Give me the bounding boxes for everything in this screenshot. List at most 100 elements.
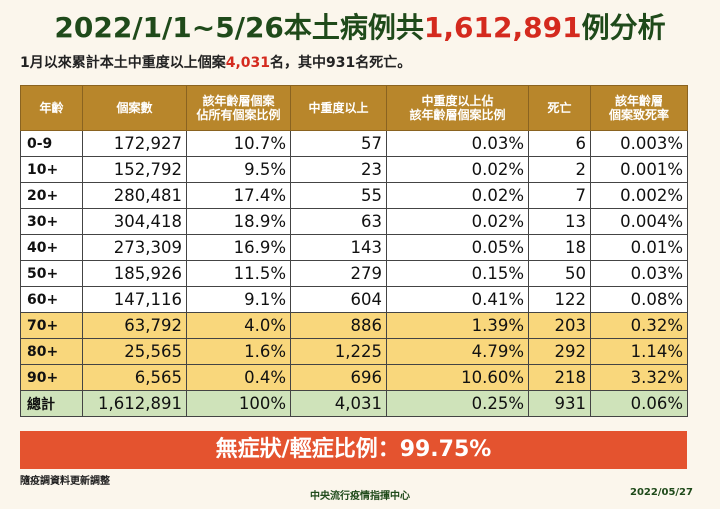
subtitle-highlight: 4,031 [225,55,271,71]
cases-cell: 6,565 [82,364,187,391]
severe-share-cell: 0.02% [386,156,529,183]
age-cell: 50+ [20,260,83,287]
table-row: 60+ 147,116 9.1% 604 0.41% 122 0.08% [20,286,688,313]
column-header: 個案數 [82,85,187,131]
age-cell: 20+ [20,182,83,209]
deaths-cell: 13 [528,208,591,235]
severe-share-cell: 0.03% [386,130,529,157]
fatality-rate-cell: 0.06% [590,390,688,417]
age-cell: 90+ [20,364,83,391]
total-row: 總計 1,612,891 100% 4,031 0.25% 931 0.06% [20,390,688,417]
footnote: 隨疫調資料更新調整 [20,476,110,487]
severe-cell: 143 [290,234,387,261]
case-share-cell: 10.7% [186,130,291,157]
severe-cell: 1,225 [290,338,387,365]
case-share-cell: 4.0% [186,312,291,339]
severe-share-cell: 4.79% [386,338,529,365]
severe-share-cell: 0.25% [386,390,529,417]
severe-cell: 279 [290,260,387,287]
table-row: 50+ 185,926 11.5% 279 0.15% 50 0.03% [20,260,688,287]
fatality-rate-cell: 1.14% [590,338,688,365]
cases-cell: 147,116 [82,286,187,313]
age-analysis-table: 年齡 個案數 該年齡層個案 佔所有個案比例 中重度以上 中重度以上佔 該年齡層個案比例 死亡該… [20,85,688,417]
fatality-rate-cell: 0.08% [590,286,688,313]
severe-cell: 696 [290,364,387,391]
fatality-rate-cell: 0.32% [590,312,688,339]
table-row: 0-9 172,927 10.7% 57 0.03% 6 0.003% [20,130,688,157]
cases-cell: 280,481 [82,182,187,209]
severe-cell: 57 [290,130,387,157]
cases-cell: 63,792 [82,312,187,339]
title-suffix: 例分析 [581,11,666,44]
table-row: 30+ 304,418 18.9% 63 0.02% 13 0.004% [20,208,688,235]
footer-date: 2022/05/27 [630,487,693,498]
title-prefix: 2022/1/1~5/26本土病例共 [54,11,424,44]
cases-cell: 273,309 [82,234,187,261]
fatality-rate-cell: 0.001% [590,156,688,183]
cases-cell: 185,926 [82,260,187,287]
column-header: 年齡 [20,85,83,131]
deaths-cell: 931 [528,390,591,417]
severe-cell: 55 [290,182,387,209]
table-row: 80+ 25,565 1.6% 1,225 4.79% 292 1.14% [20,338,688,365]
cases-cell: 1,612,891 [82,390,187,417]
cases-cell: 172,927 [82,130,187,157]
fatality-rate-cell: 3.32% [590,364,688,391]
subtitle-prefix: 1月以來累計本土中重度以上個案 [20,55,226,71]
column-header: 中重度以上 [290,85,387,131]
fatality-rate-cell: 0.002% [590,182,688,209]
case-share-cell: 9.5% [186,156,291,183]
deaths-cell: 7 [528,182,591,209]
severe-share-cell: 0.15% [386,260,529,287]
table-row: 90+ 6,565 0.4% 696 10.60% 218 3.32% [20,364,688,391]
subtitle: 1月以來累計本土中重度以上個案4,031名，其中931名死亡。 [20,52,411,72]
column-header: 該年齡層 個案致死率 [590,85,688,131]
deaths-cell: 218 [528,364,591,391]
fatality-rate-cell: 0.01% [590,234,688,261]
deaths-cell: 203 [528,312,591,339]
asymptomatic-ratio-banner: 無症狀/輕症比例：99.75% [20,431,687,469]
age-cell: 總計 [20,390,83,417]
severe-share-cell: 0.05% [386,234,529,261]
fatality-rate-cell: 0.003% [590,130,688,157]
column-header: 中重度以上佔 該年齡層個案比例 [386,85,529,131]
case-share-cell: 11.5% [186,260,291,287]
age-cell: 0-9 [20,130,83,157]
deaths-cell: 50 [528,260,591,287]
severe-cell: 4,031 [290,390,387,417]
case-share-cell: 0.4% [186,364,291,391]
case-share-cell: 17.4% [186,182,291,209]
age-cell: 60+ [20,286,83,313]
case-share-cell: 18.9% [186,208,291,235]
cases-cell: 152,792 [82,156,187,183]
table-row: 40+ 273,309 16.9% 143 0.05% 18 0.01% [20,234,688,261]
title-highlight: 1,612,891 [423,11,582,44]
cases-cell: 25,565 [82,338,187,365]
deaths-cell: 2 [528,156,591,183]
age-cell: 80+ [20,338,83,365]
severe-share-cell: 10.60% [386,364,529,391]
deaths-cell: 18 [528,234,591,261]
column-header: 死亡 [528,85,591,131]
age-cell: 30+ [20,208,83,235]
case-share-cell: 1.6% [186,338,291,365]
deaths-cell: 122 [528,286,591,313]
case-share-cell: 16.9% [186,234,291,261]
severe-share-cell: 0.02% [386,208,529,235]
table-row: 10+ 152,792 9.5% 23 0.02% 2 0.001% [20,156,688,183]
page-title: 2022/1/1~5/26本土病例共1,612,891例分析 [0,6,720,46]
severe-share-cell: 0.41% [386,286,529,313]
table-header-row: 年齡 個案數 該年齡層個案 佔所有個案比例 中重度以上 中重度以上佔 該年齡層個案比例 死亡該… [20,85,688,131]
age-cell: 10+ [20,156,83,183]
severe-cell: 63 [290,208,387,235]
column-header: 該年齡層個案 佔所有個案比例 [186,85,291,131]
severe-cell: 23 [290,156,387,183]
subtitle-suffix: 名，其中931名死亡。 [270,55,412,71]
case-share-cell: 9.1% [186,286,291,313]
fatality-rate-cell: 0.004% [590,208,688,235]
age-cell: 40+ [20,234,83,261]
deaths-cell: 6 [528,130,591,157]
age-cell: 70+ [20,312,83,339]
severe-cell: 886 [290,312,387,339]
severe-cell: 604 [290,286,387,313]
